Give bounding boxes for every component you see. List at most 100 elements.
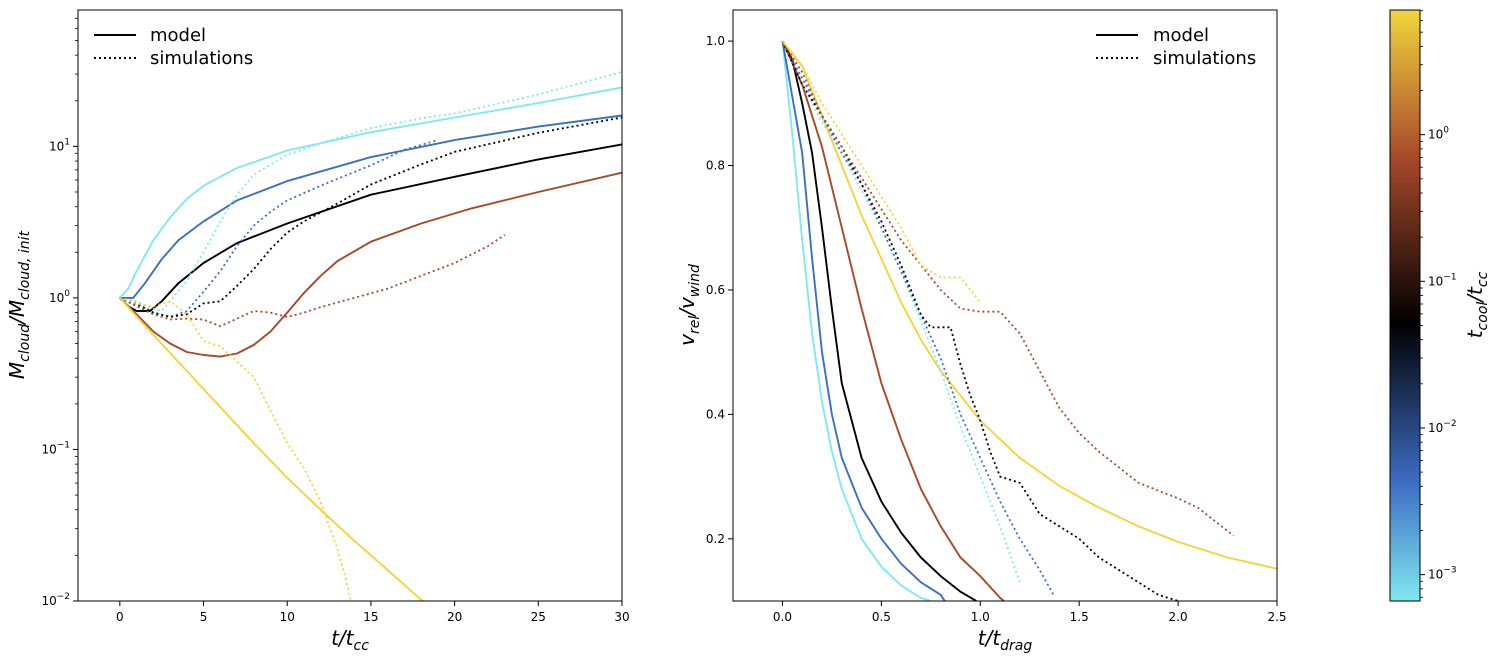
series-model-black <box>781 40 977 601</box>
x-label-base: t/t <box>978 626 1002 650</box>
series-model-cyan <box>119 86 622 299</box>
x-tick-label: 1.5 <box>1070 610 1089 624</box>
y-label-sub1: rel <box>687 316 703 334</box>
tick-exp: −2 <box>1443 419 1456 429</box>
left-legend: model simulations <box>94 25 253 69</box>
x-tick-label: 0 <box>116 610 124 624</box>
y-tick-label: 0.4 <box>706 407 725 421</box>
left-x-axis-label: t/tcc <box>331 626 369 654</box>
series-sim-blue <box>781 40 1055 596</box>
cbar-label-base: t <box>1463 329 1487 338</box>
tick-exp: −2 <box>57 592 70 602</box>
tick-exp: −1 <box>57 440 70 450</box>
series-sim-yellow <box>119 297 352 601</box>
y-tick-label: 0.2 <box>706 532 725 546</box>
series-model-blue <box>781 40 946 601</box>
series-model-brown <box>119 171 622 358</box>
tick-base: 10 <box>41 594 56 608</box>
tick-base: 10 <box>1428 128 1443 142</box>
y-label-sub1: cloud <box>17 324 33 362</box>
tick-exp: −3 <box>1443 566 1456 576</box>
series-sim-yellow <box>781 40 982 303</box>
series-model-cyan <box>781 41 932 601</box>
left-series-group <box>119 71 622 601</box>
y-label-mid: /v <box>675 296 699 318</box>
series-sim-brown <box>781 40 1235 537</box>
tick-exp: 0 <box>64 289 70 299</box>
x-tick-label: 0.5 <box>872 610 891 624</box>
x-label-base: t/t <box>331 626 355 650</box>
x-tick-label: 5 <box>200 610 208 624</box>
series-sim-brown <box>119 234 506 328</box>
series-model-black <box>119 143 622 312</box>
series-model-yellow <box>781 40 1277 570</box>
series-model-brown <box>781 40 1005 601</box>
y-tick-label: 0.8 <box>706 159 725 173</box>
x-tick-label: 10 <box>280 610 295 624</box>
y-label-base: v <box>675 333 699 346</box>
tick-base: 10 <box>1428 421 1443 435</box>
x-tick-label: 0.0 <box>773 610 792 624</box>
tick-base: 10 <box>49 291 64 305</box>
series-model-blue <box>119 114 622 299</box>
y-tick-label: 100 <box>49 289 70 305</box>
tick-base: 10 <box>1428 274 1443 288</box>
y-tick-label: 1.0 <box>706 34 725 48</box>
x-tick-label: 20 <box>447 610 462 624</box>
right-panel: 0.0 0.5 1.0 1.5 2.0 2.5 0.2 0.4 0.6 0.8 1.0 model … <box>675 9 1287 654</box>
left-axes-frame <box>77 9 623 602</box>
legend-model-label: model <box>150 25 206 46</box>
right-ticks: 0.0 0.5 1.0 1.5 2.0 2.5 0.2 0.4 0.6 0.8 1.0 <box>706 34 1287 624</box>
legend-simulations-label: simulations <box>150 48 253 69</box>
y-tick-label: 10−2 <box>41 592 70 608</box>
y-label-sub2: cloud, init <box>17 230 33 299</box>
x-tick-label: 2.5 <box>1267 610 1286 624</box>
left-y-axis-label: Mcloud/Mcloud, init <box>5 230 33 379</box>
tick-exp: −1 <box>1443 272 1456 282</box>
x-tick-label: 15 <box>363 610 378 624</box>
x-tick-label: 1.0 <box>971 610 990 624</box>
colorbar-tick-label: 10−2 <box>1428 419 1457 435</box>
colorbar-label: tcool/tcc <box>1463 271 1491 338</box>
x-label-sub: cc <box>354 638 370 654</box>
right-x-axis-label: t/tdrag <box>978 626 1033 654</box>
cbar-label-sub2: cc <box>1475 271 1491 287</box>
colorbar-tick-label: 10−3 <box>1428 566 1457 582</box>
x-tick-label: 30 <box>614 610 629 624</box>
legend-model-label: model <box>1153 25 1209 46</box>
right-series-group <box>781 40 1277 601</box>
x-tick-label: 2.0 <box>1169 610 1188 624</box>
colorbar-frame <box>1389 9 1421 602</box>
colorbar-tick-label: 100 <box>1428 126 1449 142</box>
colorbar-gradient <box>1390 10 1420 601</box>
series-sim-cyan <box>119 71 622 312</box>
tick-base: 10 <box>1428 568 1443 582</box>
y-tick-label: 10−1 <box>41 440 70 456</box>
x-tick-label: 25 <box>531 610 546 624</box>
cbar-label-mid: /t <box>1463 286 1487 304</box>
legend-simulations-label: simulations <box>1153 48 1256 69</box>
series-model-yellow <box>119 297 424 601</box>
right-axes-frame <box>732 9 1278 602</box>
y-label-base: M <box>5 362 29 379</box>
series-sim-blue <box>119 139 439 318</box>
series-sim-black <box>119 116 622 318</box>
cbar-label-sub1: cool <box>1475 302 1491 331</box>
y-tick-label: 101 <box>49 137 70 153</box>
y-label-mid: /M <box>5 300 29 326</box>
series-sim-cyan <box>781 40 1021 583</box>
tick-base: 10 <box>49 139 64 153</box>
right-y-axis-label: vrel/vwind <box>675 264 703 346</box>
tick-exp: 1 <box>64 137 70 147</box>
colorbar-tick-label: 10−1 <box>1428 272 1457 288</box>
tick-base: 10 <box>41 442 56 456</box>
x-label-sub: drag <box>1000 638 1032 654</box>
right-legend: model simulations <box>1096 25 1256 69</box>
tick-exp: 0 <box>1443 126 1449 136</box>
y-tick-label: 0.6 <box>706 283 725 297</box>
